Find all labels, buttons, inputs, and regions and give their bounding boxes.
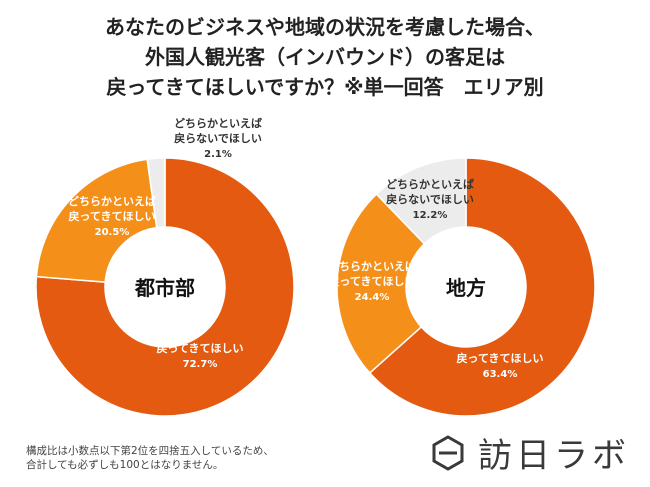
donut-chart-2: 地方戻ってきてほしい63.4%どちらかといえば戻ってきてほしい24.4%どちらか… [327, 157, 596, 417]
slice-value-label: 72.7% [183, 359, 218, 370]
donut-slice [336, 193, 426, 374]
donut-slice [146, 157, 166, 229]
donut-slice [35, 158, 158, 283]
donut-slice [375, 157, 467, 245]
slice-label-text: どちらかといえば [386, 177, 474, 191]
logo-text: 訪日ラボ [478, 436, 630, 476]
donut-slice [35, 157, 295, 417]
donut-center-label: 地方 [446, 276, 486, 300]
hexagon-logo-icon [432, 434, 464, 471]
footnote: 構成比は小数点以下第2位を四捨五入しているため、 合計しても必ずしも100とはな… [26, 444, 274, 472]
title-line-1: あなたのビジネスや地域の状況を考慮した場合、 [105, 15, 545, 39]
donut-center-label: 都市部 [134, 276, 195, 300]
slice-label-text: どちらかといえば [328, 259, 416, 273]
slice-label-text: 戻ってきてほしい [155, 341, 243, 355]
slice-label-text: 戻ってきてほしい [327, 274, 415, 288]
slice-label-text: どちらかといえば [68, 194, 156, 208]
slice-label-text: 戻らないでほしい [385, 192, 474, 206]
slice-label-text: 戻らないでほしい [173, 131, 262, 145]
logo: 訪日ラボ [430, 428, 630, 477]
footnote-line-2: 合計しても必ずしも100とはなりません。 [26, 459, 224, 471]
slice-label: 戻ってきてほしい 63.4% [455, 351, 543, 380]
chart-title: あなたのビジネスや地域の状況を考慮した場合、 外国人観光客（インバウンド）の客足… [0, 12, 650, 102]
title-line-3: 戻ってきてほしいですか？※単一回答 エリア別 [106, 75, 544, 99]
slice-label-text: どちらかといえば [174, 116, 262, 130]
slice-value-label: 12.2% [413, 210, 448, 221]
slice-value-label: 24.4% [355, 292, 390, 303]
slice-label: 戻ってきてほしい 72.7% [155, 341, 243, 370]
title-line-2: 外国人観光客（インバウンド）の客足は [145, 45, 505, 69]
slice-value-label: 63.4% [483, 369, 518, 380]
donut-slice [368, 157, 596, 417]
slice-label-text: 戻ってきてほしい [455, 351, 543, 365]
donut-chart-1: 都市部戻ってきてほしい72.7%どちらかといえば戻ってきてほしい20.5%どちら… [35, 116, 295, 417]
slice-value-label: 2.1% [204, 149, 232, 160]
slice-label-text: 戻ってきてほしい [67, 209, 155, 223]
footnote-line-1: 構成比は小数点以下第2位を四捨五入しているため、 [26, 445, 274, 457]
slice-value-label: 20.5% [95, 227, 130, 238]
